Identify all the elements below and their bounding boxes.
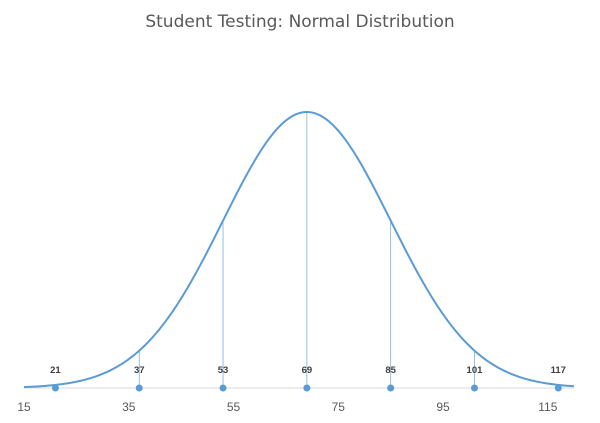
data-point-21: [51, 384, 59, 392]
data-label-37: 37: [134, 365, 145, 376]
drop-lines: [55, 112, 559, 388]
data-point-labels: 21 37 53 69 85 101 117: [50, 365, 566, 376]
data-label-69: 69: [302, 365, 313, 376]
x-axis-tick-labels: 15 35 55 75 95 115: [17, 400, 557, 414]
chart-title: Student Testing: Normal Distribution: [145, 12, 455, 32]
x-tick-label-95: 95: [436, 400, 450, 414]
data-label-117: 117: [551, 365, 566, 376]
data-point-53: [219, 384, 227, 392]
distribution-curve: [23, 111, 575, 389]
x-tick-label-75: 75: [332, 400, 346, 414]
x-tick-label-15: 15: [17, 400, 31, 414]
data-point-37: [135, 384, 143, 392]
data-label-21: 21: [50, 365, 61, 376]
x-tick-label-55: 55: [227, 400, 241, 414]
x-tick-label-115: 115: [538, 400, 557, 414]
x-tick-label-35: 35: [122, 400, 136, 414]
data-label-85: 85: [385, 365, 396, 376]
data-label-53: 53: [218, 365, 229, 376]
data-point-101: [470, 384, 478, 392]
data-point-69: [303, 384, 311, 392]
data-point-85: [387, 384, 395, 392]
data-point-117: [554, 384, 562, 392]
data-markers: [51, 384, 562, 392]
data-label-101: 101: [467, 365, 484, 376]
